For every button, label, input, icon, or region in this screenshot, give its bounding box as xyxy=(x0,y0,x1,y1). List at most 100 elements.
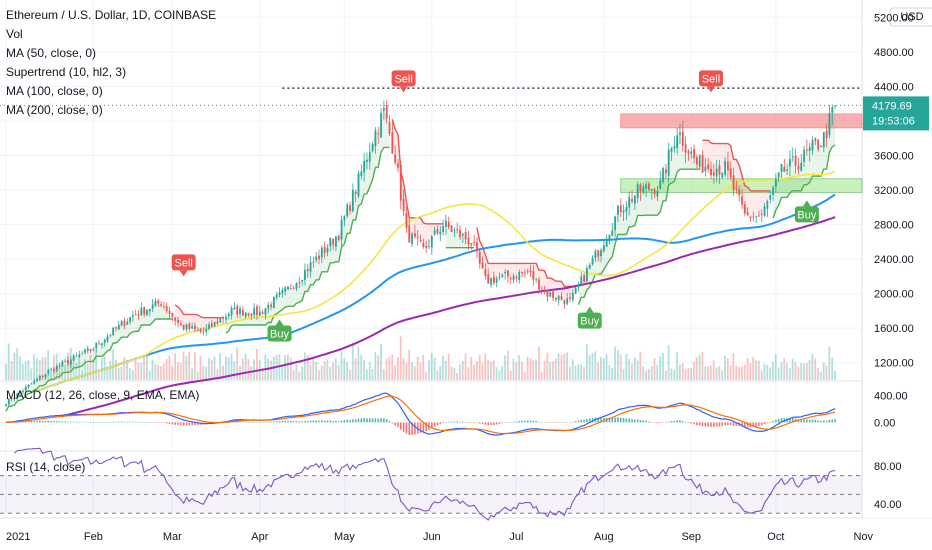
legend-item-ma100[interactable]: MA (100, close, 0) xyxy=(6,84,103,98)
macd-hist-bar xyxy=(160,422,162,423)
volume-bar xyxy=(712,360,715,380)
candle-body xyxy=(650,188,653,191)
volume-bar xyxy=(678,364,681,380)
macd-hist-bar xyxy=(244,421,247,423)
macd-hist-bar xyxy=(450,421,453,423)
macd-hist-bar xyxy=(760,422,763,426)
supertrend-fill xyxy=(226,108,390,334)
candle-body xyxy=(72,355,75,361)
macd-hist-bar xyxy=(775,419,777,423)
candle-body xyxy=(349,205,351,212)
candle-body xyxy=(436,228,439,234)
volume-bar xyxy=(143,355,145,380)
volume-bar xyxy=(210,359,213,380)
legend-item-vol[interactable]: Vol xyxy=(6,27,23,41)
candle-body xyxy=(112,327,115,336)
candle-body xyxy=(679,132,681,135)
candle-body xyxy=(36,378,38,381)
candle-body xyxy=(419,240,422,242)
macd-hist-bar xyxy=(383,418,385,423)
candle-body xyxy=(743,204,746,214)
volume-bar xyxy=(667,345,670,380)
macd-hist-bar xyxy=(84,421,86,423)
macd-hist-bar xyxy=(41,420,44,423)
candle-body xyxy=(495,278,498,283)
candle-body xyxy=(304,269,306,280)
volume-bar xyxy=(346,361,349,380)
volume-bar xyxy=(196,371,199,380)
currency-label: USD xyxy=(900,11,923,23)
volume-bar xyxy=(253,359,255,380)
legend-item-supertrend[interactable]: Supertrend (10, hl2, 3) xyxy=(6,65,127,79)
symbol-title[interactable]: Ethereum / U.S. Dollar, 1D, COINBASE xyxy=(6,8,217,22)
candle-body xyxy=(241,309,244,316)
macd-hist-bar xyxy=(250,422,253,423)
volume-bar xyxy=(89,355,92,380)
macd-hist-bar xyxy=(50,420,52,423)
rsi-legend[interactable]: RSI (14, close) xyxy=(6,460,86,474)
candle-body xyxy=(202,331,205,333)
macd-hist-bar xyxy=(346,419,349,423)
macd-hist-bar xyxy=(101,422,103,423)
macd-hist-bar xyxy=(168,422,171,424)
legend-item-ma50[interactable]: MA (50, close, 0) xyxy=(6,46,97,60)
volume-bar xyxy=(174,353,176,380)
macd-hist-bar xyxy=(690,422,693,424)
candle-body xyxy=(625,207,628,212)
volume-bar xyxy=(670,368,673,380)
macd-hist-bar xyxy=(549,422,552,423)
macd-hist-bar xyxy=(33,420,35,423)
candle-body xyxy=(337,235,340,241)
macd-hist-bar xyxy=(185,422,188,426)
candle-body xyxy=(791,156,794,158)
candle-body xyxy=(354,191,357,194)
candle-body xyxy=(783,166,786,172)
volume-bar xyxy=(287,354,289,380)
volume-bar xyxy=(594,351,597,380)
macd-hist-bar xyxy=(70,421,72,423)
volume-bar xyxy=(453,367,456,380)
macd-hist-bar xyxy=(803,419,805,423)
candle-body xyxy=(346,204,349,217)
volume-bar xyxy=(464,353,467,380)
macd-hist-bar xyxy=(721,422,724,427)
volume-bar xyxy=(92,360,95,380)
macd-hist-bar xyxy=(555,422,557,423)
macd-hist-bar xyxy=(625,418,628,423)
candle-body xyxy=(566,298,569,304)
legend-item-ma200[interactable]: MA (200, close, 0) xyxy=(6,103,103,117)
volume-bar xyxy=(58,361,61,380)
time-tick-label: Mar xyxy=(163,531,182,543)
macd-hist-bar xyxy=(473,422,475,423)
candle-body xyxy=(805,149,808,151)
macd-hist-bar xyxy=(538,421,540,423)
macd-hist-bar xyxy=(120,421,123,423)
macd-hist-bar xyxy=(411,422,413,435)
candle-body xyxy=(160,304,162,306)
ma200-line xyxy=(62,216,836,418)
macd-hist-bar xyxy=(182,422,185,426)
volume-bar xyxy=(749,363,752,380)
candle-body xyxy=(196,329,199,331)
macd-hist-bar xyxy=(242,421,244,423)
macd-hist-bar xyxy=(645,420,647,423)
volume-bar xyxy=(585,344,588,380)
candle-body xyxy=(611,230,614,236)
price-axis xyxy=(863,0,932,518)
volume-bar xyxy=(834,371,836,380)
candle-body xyxy=(163,306,165,308)
volume-bar xyxy=(574,365,577,380)
candle-body xyxy=(47,370,50,374)
candle-body xyxy=(608,234,611,242)
candle-body xyxy=(732,175,735,190)
macd-hist-bar xyxy=(24,421,27,423)
volume-bar xyxy=(165,359,168,380)
candle-body xyxy=(684,144,687,153)
candle-body xyxy=(828,113,831,136)
candle-body xyxy=(233,307,236,310)
macd-hist-bar xyxy=(380,418,382,423)
macd-legend[interactable]: MACD (12, 26, close, 9, EMA, EMA) xyxy=(6,388,200,402)
candle-body xyxy=(227,314,230,317)
volume-bar xyxy=(535,359,537,380)
